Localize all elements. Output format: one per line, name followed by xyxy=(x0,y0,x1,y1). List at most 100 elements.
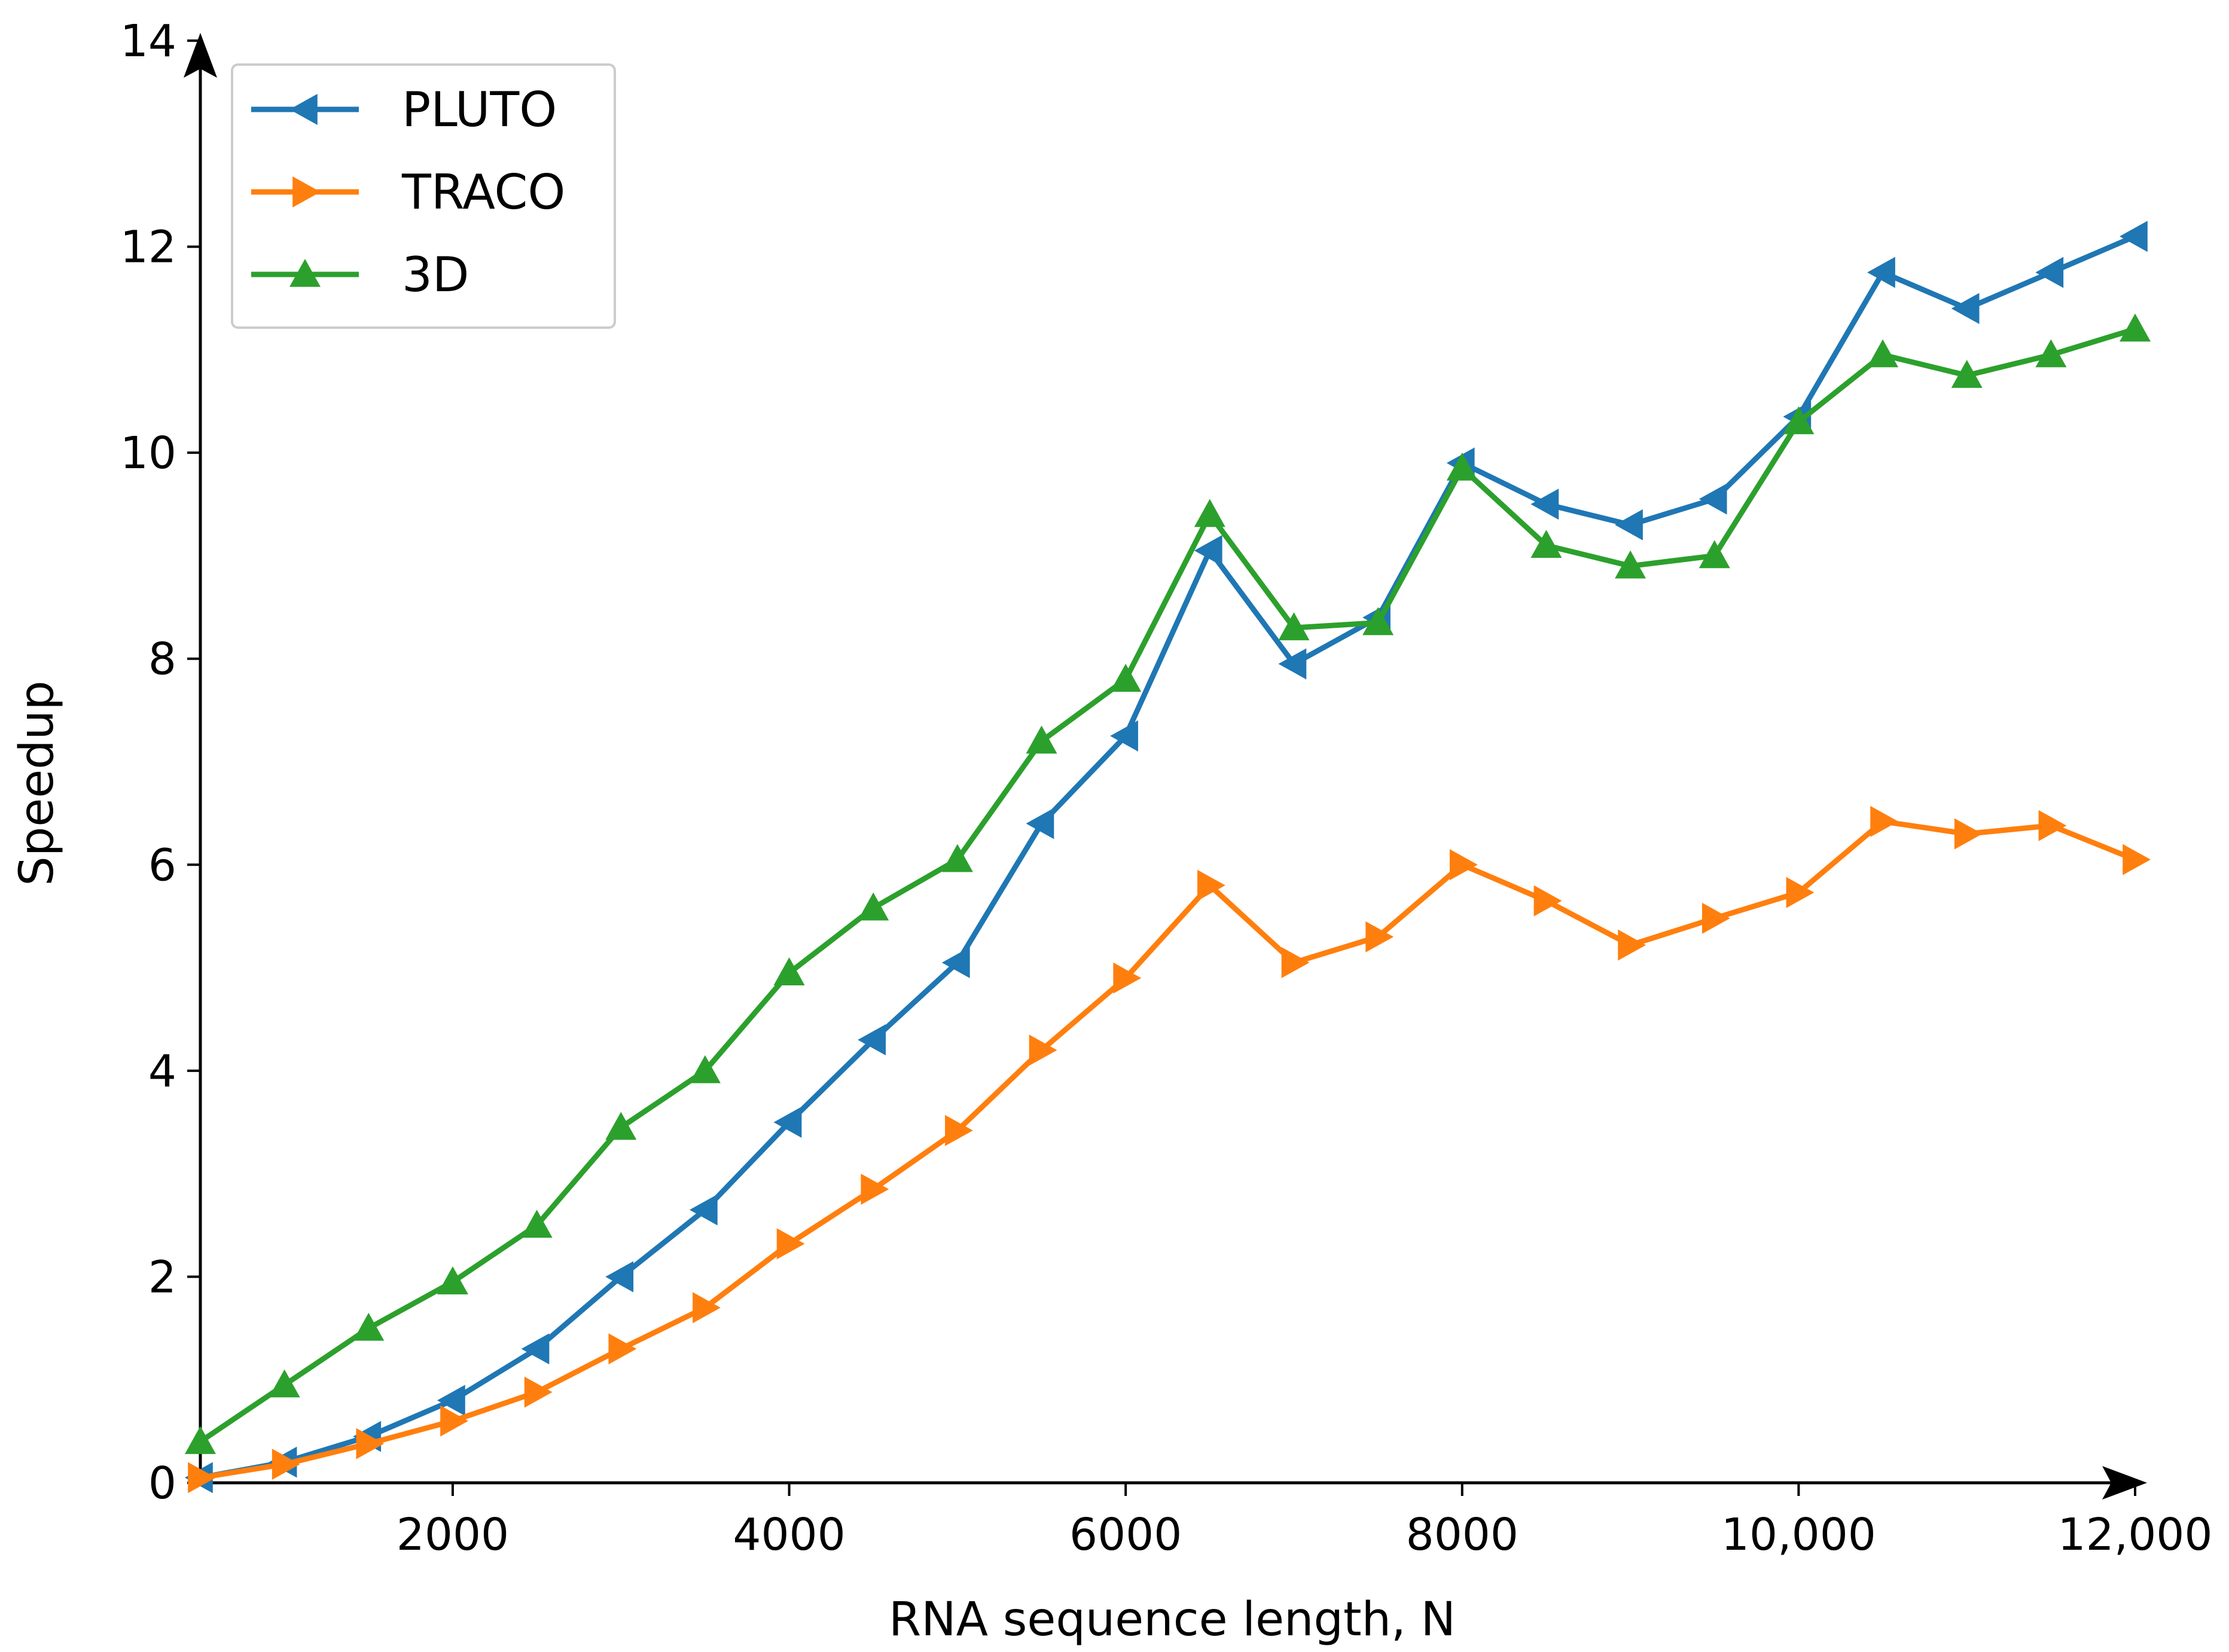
data-point-traco xyxy=(693,1292,721,1324)
data-point-traco xyxy=(524,1376,553,1408)
data-point-3d xyxy=(773,957,805,985)
data-point-traco xyxy=(1954,818,1983,850)
data-point-pluto xyxy=(1110,720,1138,752)
data-point-traco xyxy=(1533,885,1562,917)
data-point-3d xyxy=(2120,313,2151,342)
data-point-pluto xyxy=(1530,488,1559,520)
data-point-pluto xyxy=(773,1107,802,1138)
data-point-pluto xyxy=(689,1194,718,1226)
data-point-traco xyxy=(356,1428,385,1459)
axes: 2000 4000 6000 8000 10,000 12,000 0 2 4 6 8 10 12 14 xyxy=(120,16,2213,1561)
y-tick-label: 4 xyxy=(148,1046,176,1097)
data-point-traco xyxy=(1449,849,1478,881)
data-point-3d xyxy=(437,1266,468,1294)
y-tick-label: 8 xyxy=(148,634,176,685)
data-point-traco xyxy=(1702,902,1730,934)
data-point-3d xyxy=(1026,725,1057,754)
y-axis-arrow xyxy=(184,33,217,78)
data-point-traco xyxy=(608,1333,637,1365)
series-line-3d xyxy=(199,326,2136,1444)
data-point-3d xyxy=(1867,339,1899,368)
data-point-traco xyxy=(440,1405,468,1437)
data-point-traco xyxy=(861,1173,889,1205)
x-axis-label: RNA sequence length, N xyxy=(889,1593,1456,1647)
y-tick-label: 6 xyxy=(148,839,176,891)
data-point-3d xyxy=(2035,339,2067,368)
y-tick-label: 0 xyxy=(148,1458,176,1509)
data-point-3d xyxy=(1446,452,1478,481)
data-point-pluto xyxy=(2120,221,2148,252)
data-point-pluto xyxy=(1951,292,1980,324)
data-point-traco xyxy=(1029,1034,1057,1066)
data-point-traco xyxy=(2038,810,2067,841)
data-point-traco xyxy=(776,1228,805,1260)
series-layer xyxy=(185,221,2151,1494)
series-line-traco xyxy=(200,819,2136,1480)
legend: PLUTO TRACO 3D xyxy=(231,63,616,329)
legend-label-traco: TRACO xyxy=(401,164,565,220)
y-tick-label: 14 xyxy=(120,16,176,67)
data-point-3d xyxy=(1783,406,1815,435)
data-point-3d xyxy=(605,1111,637,1140)
y-tick-label: 2 xyxy=(148,1251,176,1303)
data-point-3d xyxy=(521,1210,553,1238)
x-tick-label: 10,000 xyxy=(1721,1509,1876,1561)
data-point-traco xyxy=(2123,844,2151,875)
y-tick-label: 10 xyxy=(120,427,176,479)
series-3d xyxy=(185,313,2151,1454)
series-pluto xyxy=(185,221,2148,1494)
x-tick-label: 8000 xyxy=(1406,1509,1518,1561)
data-point-traco xyxy=(272,1448,300,1480)
data-point-3d xyxy=(1110,664,1142,692)
legend-box xyxy=(231,63,616,329)
data-point-3d xyxy=(269,1369,300,1398)
series-line-pluto xyxy=(200,234,2136,1480)
data-point-traco xyxy=(945,1114,973,1146)
legend-label-pluto: PLUTO xyxy=(402,82,557,138)
data-point-pluto xyxy=(437,1385,465,1416)
data-point-3d xyxy=(1362,607,1394,636)
data-point-pluto xyxy=(1615,509,1643,541)
data-point-3d xyxy=(1278,612,1310,640)
data-point-pluto xyxy=(605,1261,634,1293)
x-tick-label: 12,000 xyxy=(2058,1509,2213,1561)
data-point-pluto xyxy=(941,946,970,978)
data-point-pluto xyxy=(1699,483,1727,515)
data-point-3d xyxy=(858,892,889,921)
legend-label-3d: 3D xyxy=(402,247,469,303)
data-point-3d xyxy=(185,1426,216,1454)
x-tick-label: 2000 xyxy=(397,1509,509,1561)
legend-marker-traco xyxy=(292,176,321,207)
data-point-pluto xyxy=(1867,256,1895,288)
data-point-3d xyxy=(1194,499,1225,527)
x-tick-label: 4000 xyxy=(733,1509,845,1561)
data-point-pluto xyxy=(1278,648,1307,680)
data-point-pluto xyxy=(2035,256,2064,288)
data-point-3d xyxy=(353,1312,385,1341)
data-point-pluto xyxy=(1194,535,1222,566)
data-point-3d xyxy=(1699,540,1730,569)
x-tick-label: 6000 xyxy=(1069,1509,1182,1561)
data-point-3d xyxy=(689,1055,721,1083)
legend-marker-pluto xyxy=(289,94,318,125)
y-tick-label: 12 xyxy=(120,222,176,273)
data-point-traco xyxy=(188,1462,216,1494)
data-point-traco xyxy=(1786,877,1815,908)
data-point-pluto xyxy=(521,1333,550,1365)
data-point-3d xyxy=(941,844,973,872)
x-axis-arrow xyxy=(2102,1466,2147,1500)
data-point-3d xyxy=(1530,530,1562,558)
data-point-traco xyxy=(1365,921,1394,952)
series-traco xyxy=(188,805,2151,1494)
data-point-3d xyxy=(1615,550,1646,579)
y-axis-label: Speedup xyxy=(10,680,64,885)
data-point-pluto xyxy=(858,1024,886,1056)
data-point-3d xyxy=(1951,359,1983,388)
data-point-traco xyxy=(1113,962,1142,994)
data-point-traco xyxy=(1281,946,1310,978)
data-point-traco xyxy=(1618,929,1646,961)
data-point-traco xyxy=(1870,805,1899,837)
legend-marker-3d xyxy=(289,259,321,287)
data-point-traco xyxy=(1197,869,1225,901)
